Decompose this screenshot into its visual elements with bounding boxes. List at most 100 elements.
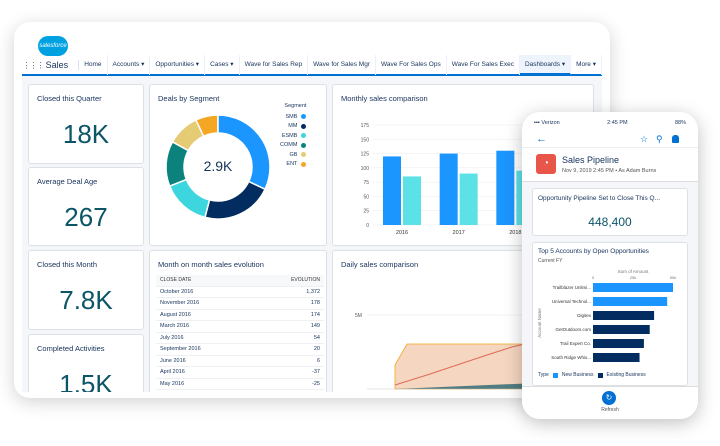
close-date-cell: July 2016 bbox=[160, 334, 184, 341]
table-row[interactable]: November 2016 178 bbox=[156, 298, 324, 310]
bar-2018-s1 bbox=[496, 150, 515, 225]
dashboard-icon: ◔ bbox=[536, 154, 556, 174]
card-title: Closed this Quarter bbox=[37, 94, 102, 103]
hbar-0 bbox=[593, 283, 673, 292]
legend-swatch bbox=[301, 152, 307, 158]
table-row[interactable]: August 2016 174 bbox=[156, 310, 324, 321]
nav-cases[interactable]: Cases ▾ bbox=[205, 55, 240, 75]
table-row[interactable]: July 2016 54 bbox=[156, 333, 324, 344]
legend-label: ENT bbox=[286, 161, 298, 168]
nav-dashboards[interactable]: Dashboards ▾ bbox=[519, 55, 572, 75]
deals-by-segment-card[interactable]: Deals by Segment 2.9K Segment SMB MM ESMB C… bbox=[149, 84, 327, 246]
legend-label: ESMB bbox=[281, 132, 298, 139]
table-row[interactable]: September 2016 20 bbox=[156, 344, 324, 356]
y-tick-label: 25 bbox=[363, 209, 369, 215]
table-header: CLOSE DATE EVOLUTION bbox=[156, 275, 324, 287]
battery: 88% bbox=[674, 120, 686, 126]
evolution-cell: 20 bbox=[313, 346, 320, 352]
y-tick-label: 5M bbox=[355, 313, 362, 319]
closed-month-card[interactable]: Closed this Month 7.8K bbox=[28, 250, 144, 330]
avg-deal-age-card[interactable]: Average Deal Age 267 bbox=[28, 167, 144, 246]
legend-swatch-new bbox=[552, 372, 558, 378]
donut-slice-mm bbox=[204, 180, 267, 220]
chart-legend: Type New Business Existing Business bbox=[538, 372, 646, 378]
y-tick-label: 150 bbox=[361, 137, 370, 143]
donut-slice-gb bbox=[171, 118, 205, 152]
legend-item-mm[interactable]: MM bbox=[280, 122, 307, 132]
legend-item-gb[interactable]: GB bbox=[280, 150, 307, 160]
monthly-bar-chart: 0 25 50 75 100 125 150 175 2016 2017 2018 bbox=[361, 123, 543, 236]
nav-wave-sales-ops[interactable]: Wave For Sales Ops bbox=[376, 55, 447, 75]
table-row[interactable]: June 2016 6 bbox=[156, 356, 324, 367]
legend-item-esmb[interactable]: ESMB bbox=[280, 131, 307, 141]
bar-2017-s1 bbox=[439, 153, 458, 225]
legend-swatch bbox=[301, 161, 307, 167]
category-label: Trailblazer Unlimi... bbox=[553, 285, 591, 290]
nav-home[interactable]: Home bbox=[79, 55, 108, 75]
close-date-cell: August 2016 bbox=[160, 311, 191, 318]
top-accounts-card[interactable]: Top 5 Accounts by Open Opportunities Cur… bbox=[532, 242, 688, 386]
legend-label: SMB bbox=[285, 113, 298, 120]
completed-activities-value: 1.5K bbox=[59, 369, 113, 392]
search-icon[interactable]: ⚲ bbox=[656, 134, 663, 144]
close-date-cell: September 2016 bbox=[160, 346, 201, 352]
nav-opportunities[interactable]: Opportunities ▾ bbox=[150, 55, 206, 75]
mobile-body: Opportunity Pipeline Set to Close This Q… bbox=[522, 182, 698, 386]
legend-swatch bbox=[301, 133, 307, 139]
hbar-1 bbox=[593, 297, 668, 306]
card-title: Average Deal Age bbox=[37, 177, 98, 186]
hbar-3 bbox=[593, 325, 650, 334]
table-row[interactable]: March 2016 149 bbox=[156, 321, 324, 333]
nav-accounts[interactable]: Accounts ▾ bbox=[108, 55, 151, 75]
pipeline-card[interactable]: Opportunity Pipeline Set to Close This Q… bbox=[532, 188, 688, 236]
card-title: Closed this Month bbox=[37, 260, 98, 269]
app-launcher-icon[interactable]: ⋮⋮⋮ bbox=[22, 60, 44, 70]
nav-wave-sales-mgr[interactable]: Wave for Sales Mgr bbox=[308, 55, 376, 75]
hbar-2 bbox=[593, 311, 655, 320]
category-label: Digitex bbox=[577, 313, 592, 318]
pipeline-value: 448,400 bbox=[588, 215, 632, 229]
mobile-nav: ← ☆ ⚲ bbox=[522, 132, 698, 148]
col-close-date[interactable]: CLOSE DATE bbox=[160, 277, 192, 283]
page-title: Sales Pipeline bbox=[562, 155, 620, 165]
salesforce-logo[interactable]: salesforce bbox=[38, 36, 68, 56]
mobile-tab-bar: ↻ Refresh bbox=[522, 386, 698, 419]
legend-new: New Business bbox=[561, 372, 594, 378]
y-tick-label: 125 bbox=[361, 152, 370, 158]
mom-evolution-card[interactable]: Month on month sales evolution CLOSE DAT… bbox=[149, 250, 327, 392]
donut-slice-comm bbox=[165, 140, 190, 188]
evolution-cell: 174 bbox=[310, 311, 320, 318]
table-row[interactable]: May 2016 -25 bbox=[156, 379, 324, 390]
refresh-label[interactable]: Refresh bbox=[601, 407, 619, 413]
close-date-cell: May 2016 bbox=[160, 380, 185, 387]
y-tick-label: 175 bbox=[361, 123, 370, 129]
legend-title: Segment bbox=[284, 103, 307, 109]
phone-frame: ▪▪▪ Verizon 2:45 PM 88% ← ☆ ⚲ ◔ Sales Pi… bbox=[522, 112, 698, 419]
hbar-4 bbox=[593, 339, 644, 348]
table-row[interactable]: April 2016 -37 bbox=[156, 367, 324, 379]
daily-area-chart: 5M bbox=[355, 313, 538, 390]
nav-more[interactable]: More ▾ bbox=[571, 55, 602, 75]
col-evolution[interactable]: EVOLUTION bbox=[291, 277, 320, 283]
table-row[interactable]: October 2016 1,372 bbox=[156, 287, 324, 298]
hbar-5 bbox=[593, 353, 640, 362]
back-arrow-icon[interactable]: ← bbox=[536, 133, 547, 145]
closed-quarter-card[interactable]: Closed this Quarter 18K bbox=[28, 84, 144, 164]
category-label: GetOutdoors.com bbox=[555, 327, 591, 332]
legend-item-comm[interactable]: COMM bbox=[280, 141, 307, 151]
completed-activities-card[interactable]: Completed Activities 1.5K bbox=[28, 334, 144, 392]
refresh-icon[interactable]: ↻ bbox=[602, 391, 616, 405]
avg-deal-age-value: 267 bbox=[64, 202, 108, 232]
star-icon[interactable]: ☆ bbox=[640, 134, 649, 144]
line-series-2 bbox=[394, 340, 538, 386]
legend-item-ent[interactable]: ENT bbox=[280, 160, 307, 170]
accounts-bar-chart: Sum of Amount 0 25k 50k Account Name Trailbla… bbox=[537, 269, 676, 362]
bell-icon[interactable] bbox=[672, 135, 679, 143]
nav-wave-sales-rep[interactable]: Wave for Sales Rep bbox=[240, 55, 309, 75]
evolution-cell: 1,372 bbox=[306, 288, 320, 295]
x-tick-label: 2018 bbox=[509, 230, 521, 236]
dashboard-header: ◔ Sales Pipeline Nov 9, 2019 2:45 PM • A… bbox=[522, 148, 698, 182]
legend-label: GB bbox=[289, 151, 298, 158]
nav-wave-sales-exec[interactable]: Wave For Sales Exec bbox=[447, 55, 520, 75]
legend-item-smb[interactable]: SMB bbox=[280, 112, 307, 122]
